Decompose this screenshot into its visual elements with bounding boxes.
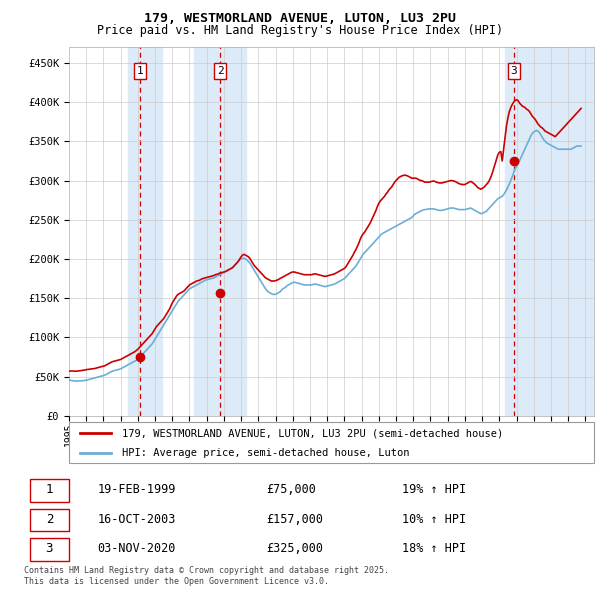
Text: 03-NOV-2020: 03-NOV-2020 xyxy=(97,542,176,555)
Text: 16-OCT-2003: 16-OCT-2003 xyxy=(97,513,176,526)
FancyBboxPatch shape xyxy=(29,480,69,502)
Text: 2: 2 xyxy=(217,65,224,76)
FancyBboxPatch shape xyxy=(69,422,594,463)
Text: 2: 2 xyxy=(46,513,53,526)
Text: 10% ↑ HPI: 10% ↑ HPI xyxy=(402,513,466,526)
FancyBboxPatch shape xyxy=(29,538,69,560)
Text: 179, WESTMORLAND AVENUE, LUTON, LU3 2PU (semi-detached house): 179, WESTMORLAND AVENUE, LUTON, LU3 2PU … xyxy=(121,428,503,438)
Text: Price paid vs. HM Land Registry's House Price Index (HPI): Price paid vs. HM Land Registry's House … xyxy=(97,24,503,37)
Text: 19% ↑ HPI: 19% ↑ HPI xyxy=(402,483,466,496)
Text: 19-FEB-1999: 19-FEB-1999 xyxy=(97,483,176,496)
Bar xyxy=(128,47,162,416)
Text: £75,000: £75,000 xyxy=(266,483,316,496)
Bar xyxy=(505,47,600,416)
Text: 3: 3 xyxy=(511,65,517,76)
Text: 179, WESTMORLAND AVENUE, LUTON, LU3 2PU: 179, WESTMORLAND AVENUE, LUTON, LU3 2PU xyxy=(144,12,456,25)
Text: This data is licensed under the Open Government Licence v3.0.: This data is licensed under the Open Gov… xyxy=(24,577,329,586)
Text: 18% ↑ HPI: 18% ↑ HPI xyxy=(402,542,466,555)
Text: Contains HM Land Registry data © Crown copyright and database right 2025.: Contains HM Land Registry data © Crown c… xyxy=(24,566,389,575)
Text: 1: 1 xyxy=(46,483,53,496)
Text: £325,000: £325,000 xyxy=(266,542,323,555)
FancyBboxPatch shape xyxy=(29,509,69,532)
Text: £157,000: £157,000 xyxy=(266,513,323,526)
Text: 3: 3 xyxy=(46,542,53,555)
Text: HPI: Average price, semi-detached house, Luton: HPI: Average price, semi-detached house,… xyxy=(121,448,409,458)
Bar xyxy=(194,47,246,416)
Text: 1: 1 xyxy=(137,65,143,76)
